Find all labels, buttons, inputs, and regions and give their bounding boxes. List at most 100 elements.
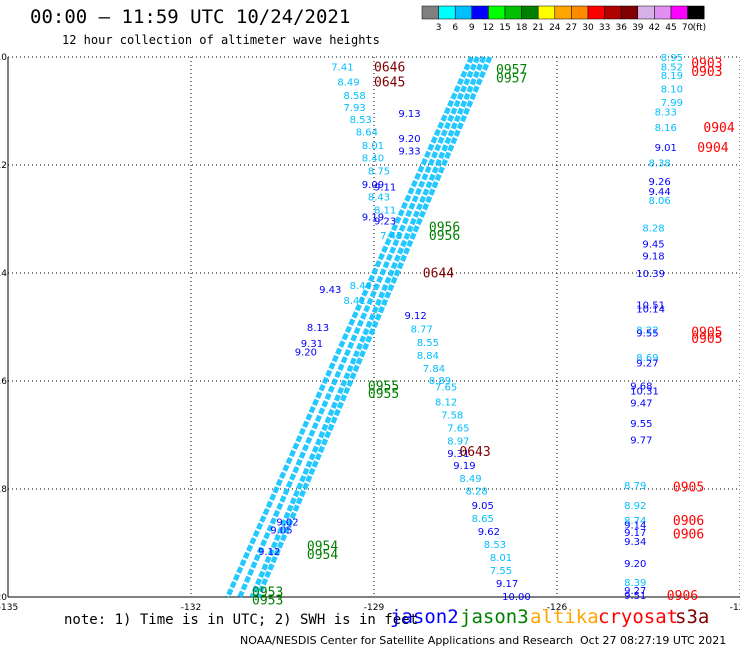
colorbar-swatch — [671, 6, 688, 19]
colorbar-label: 30 — [582, 23, 594, 33]
swh-value-label: 9.20 — [624, 559, 646, 570]
time-label: 0903 — [691, 65, 722, 80]
swh-value-label: 8.92 — [624, 501, 646, 512]
colorbar-swatch — [455, 6, 472, 19]
colorbar-swatch — [605, 6, 622, 19]
swh-value-label: 9.34 — [624, 537, 646, 548]
swh-value-label: 8.53 — [484, 540, 506, 551]
y-tick-label: -20 — [0, 593, 7, 603]
altimeter-chart: 36912151821242730333639424570(ft)-10-12-… — [0, 0, 740, 650]
swh-value-label: 7.55 — [490, 566, 512, 577]
swh-value-label: 8.49 — [337, 77, 359, 88]
colorbar-swatch — [588, 6, 605, 19]
x-tick-label: -123 — [730, 603, 740, 613]
swh-value-label: 9.27 — [636, 359, 658, 370]
time-label: 0905 — [691, 332, 722, 347]
swh-value-label: 9.11 — [374, 183, 396, 194]
swh-value-label: 8.43 — [368, 192, 390, 203]
y-tick-label: -18 — [0, 485, 7, 495]
colorbar-swatch — [688, 6, 705, 19]
y-tick-label: -14 — [0, 269, 7, 279]
time-label: 0906 — [667, 589, 698, 604]
y-tick-label: -10 — [0, 53, 7, 63]
swh-value-label: 7.93 — [344, 103, 366, 114]
colorbar-swatch — [505, 6, 522, 19]
colorbar-swatch — [538, 6, 555, 19]
swh-value-label: 9.62 — [478, 527, 500, 538]
y-tick-label: -12 — [0, 161, 7, 171]
time-label: 0905 — [673, 480, 704, 495]
satellite-altika: altika — [530, 606, 599, 628]
colorbar-label: 3 — [436, 23, 442, 33]
swh-value-label: 7.58 — [441, 410, 463, 421]
colorbar-swatch — [422, 6, 439, 19]
colorbar-swatch — [472, 6, 489, 19]
swh-value-label: 8.06 — [649, 196, 671, 207]
colorbar-swatch — [522, 6, 539, 19]
swh-value-label: 8.84 — [417, 351, 439, 362]
swh-value-label: 7.41 — [331, 63, 353, 74]
satellite-track — [228, 57, 472, 597]
swh-value-label: 10.39 — [636, 269, 665, 280]
swh-value-label: 8.28 — [642, 224, 664, 235]
swh-value-label: 8.79 — [624, 481, 646, 492]
swh-value-label: 9.55 — [636, 328, 658, 339]
swh-value-label: 8.01 — [362, 141, 384, 152]
swh-value-label: 7.84 — [423, 364, 445, 375]
colorbar-label: 18 — [516, 23, 528, 33]
colorbar-swatch — [621, 6, 638, 19]
swh-value-label: 9.43 — [319, 285, 341, 296]
swh-value-label: 9.55 — [630, 419, 652, 430]
colorbar-label: 21 — [532, 23, 543, 33]
swh-value-label: 8.55 — [417, 338, 439, 349]
swh-value-label: 9.20 — [295, 347, 317, 358]
swh-value-label: 9.01 — [655, 143, 677, 154]
colorbar-swatch — [555, 6, 572, 19]
time-label: 0957 — [496, 72, 527, 87]
swh-value-label: 8.10 — [661, 84, 683, 95]
time-label: 0645 — [374, 75, 405, 90]
colorbar-label: 33 — [599, 23, 610, 33]
swh-value-label: 9.47 — [630, 399, 652, 410]
swh-value-label: 8.44 — [350, 281, 372, 292]
swh-value-label: 9.19 — [453, 461, 475, 472]
colorbar-label: 6 — [452, 23, 458, 33]
footer-note: note: 1) Time is in UTC; 2) SWH is in fe… — [64, 612, 418, 628]
time-label: 0953 — [252, 594, 283, 609]
swh-value-label: 9.12 — [405, 311, 427, 322]
time-label: 0956 — [429, 229, 460, 244]
swh-value-label: 8.40 — [362, 153, 384, 164]
colorbar-label: 27 — [566, 23, 577, 33]
swh-value-label: 8.64 — [356, 128, 378, 139]
swh-value-label: 8.58 — [344, 91, 366, 102]
colorbar-swatch — [638, 6, 655, 19]
swh-value-label: 8.49 — [459, 474, 481, 485]
swh-value-label: 9.19 — [362, 212, 384, 223]
colorbar-swatch — [439, 6, 456, 19]
colorbar-label: 9 — [469, 23, 475, 33]
swh-value-label: 8.19 — [661, 71, 683, 82]
y-tick-label: -16 — [0, 377, 7, 387]
swh-value-label: 8.33 — [655, 108, 677, 119]
colorbar-label: 12 — [483, 23, 494, 33]
swh-value-label: 9.05 — [270, 526, 292, 537]
swh-value-label: 8.01 — [490, 553, 512, 564]
swh-value-label: 9.18 — [642, 252, 664, 263]
time-label: 0906 — [673, 527, 704, 542]
colorbar-label: 24 — [549, 23, 561, 33]
colorbar-swatch — [654, 6, 671, 19]
credit-text: NOAA/NESDIS Center for Satellite Applica… — [240, 634, 573, 647]
swh-value-label: 10.14 — [636, 305, 665, 316]
swh-value-label: 9.45 — [642, 239, 664, 250]
swh-value-label: 9.05 — [472, 501, 494, 512]
swh-value-label: 8.65 — [472, 514, 494, 525]
satellite-s3a: s3a — [675, 606, 709, 628]
swh-value-label: 8.75 — [368, 166, 390, 177]
time-label: 0644 — [423, 266, 454, 281]
swh-value-label: 8.12 — [435, 398, 457, 409]
swh-value-label: 9.51 — [624, 591, 646, 602]
swh-value-label: 10.31 — [630, 387, 659, 398]
time-label: 0955 — [368, 387, 399, 402]
time-label: 0904 — [703, 121, 734, 136]
swh-value-label: 9.33 — [398, 146, 420, 157]
